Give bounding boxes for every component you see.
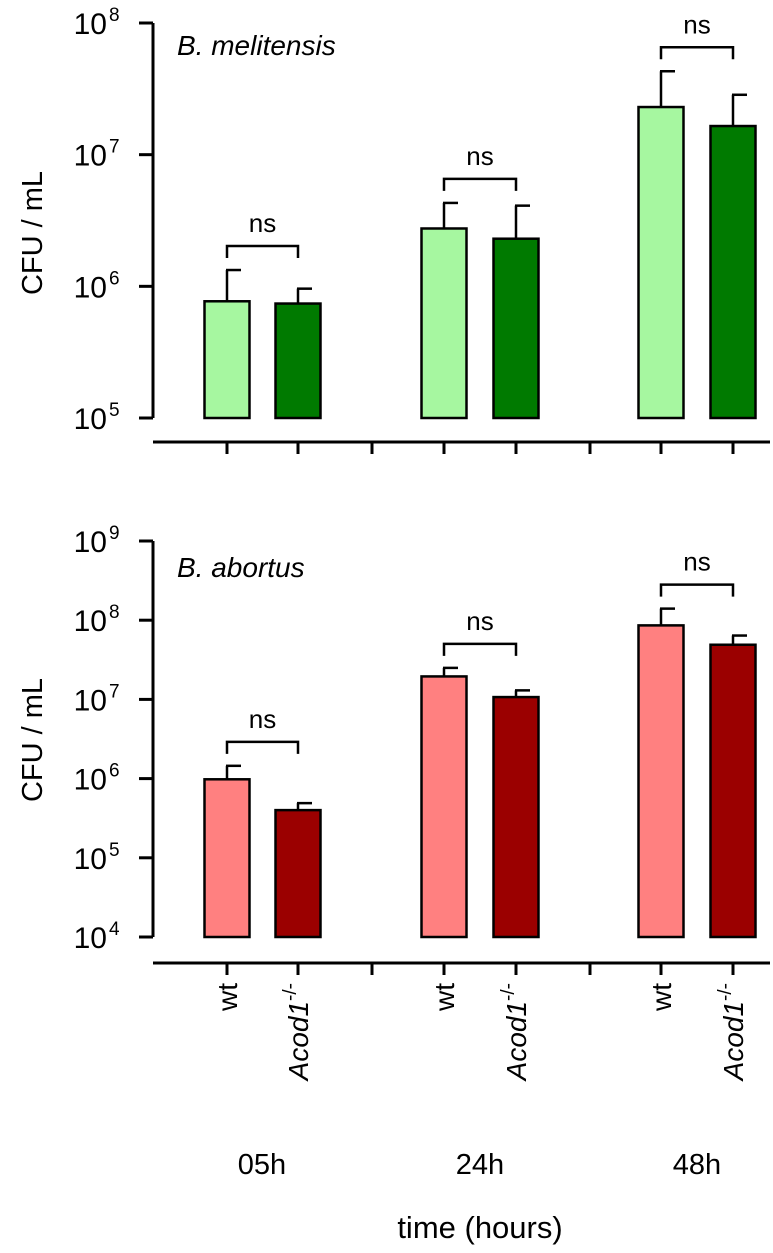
- panel-title: B. melitensis: [177, 30, 336, 61]
- y-tick-label: 10: [74, 764, 107, 797]
- y-axis-title: CFU / mL: [17, 171, 49, 295]
- y-tick-exponent: 4: [109, 919, 120, 940]
- y-tick-exponent: 9: [109, 523, 120, 544]
- y-tick-label: 10: [74, 271, 107, 304]
- bar-05h-wt: [203, 778, 251, 939]
- category-label: Acod1-/-: [715, 983, 749, 1082]
- y-tick-exponent: 6: [109, 268, 120, 289]
- y-tick-label: 10: [74, 843, 107, 876]
- bar-48h-acod1: [709, 643, 757, 939]
- significance-label: ns: [466, 141, 493, 171]
- bar-48h-acod1: [709, 124, 757, 420]
- bar-24h-wt: [420, 227, 468, 420]
- y-tick-exponent: 7: [109, 681, 120, 702]
- bar-48h-wt: [637, 105, 685, 420]
- bar-24h-acod1: [492, 695, 540, 939]
- bar-05h-acod1: [274, 302, 322, 420]
- y-tick-label: 10: [74, 526, 107, 559]
- y-tick-label: 10: [74, 684, 107, 717]
- y-tick-exponent: 6: [109, 761, 120, 782]
- y-tick-label: 10: [74, 8, 107, 41]
- y-axis-title: CFU / mL: [17, 678, 49, 802]
- significance-bracket: [659, 46, 735, 60]
- y-tick-label: 10: [74, 605, 107, 638]
- bar-05h-wt: [203, 300, 251, 420]
- y-tick-exponent: 8: [109, 5, 120, 26]
- significance-bracket: [659, 583, 735, 597]
- panel-title: B. abortus: [177, 552, 305, 583]
- bar-24h-acod1: [492, 237, 540, 420]
- bar-24h-wt: [420, 675, 468, 939]
- x-axis-title: time (hours): [397, 1210, 562, 1245]
- y-tick-exponent: 7: [109, 137, 120, 158]
- significance-bracket: [225, 740, 300, 754]
- category-label: Acod1-/-: [498, 983, 532, 1082]
- y-tick-label: 10: [74, 403, 107, 436]
- y-tick-label: 10: [74, 922, 107, 955]
- time-point-label: 05h: [238, 1149, 286, 1181]
- significance-label: ns: [683, 547, 710, 577]
- y-tick-exponent: 5: [109, 840, 120, 861]
- significance-label: ns: [466, 606, 493, 636]
- time-point-label: 48h: [673, 1149, 721, 1181]
- bar-05h-acod1: [274, 808, 322, 939]
- significance-bracket: [225, 244, 300, 259]
- significance-label: ns: [249, 208, 276, 238]
- category-label: wt: [429, 983, 460, 1012]
- time-point-label: 24h: [456, 1149, 504, 1181]
- category-label: wt: [212, 983, 243, 1012]
- category-label: wt: [646, 983, 677, 1012]
- significance-bracket: [442, 177, 518, 191]
- category-label: Acod1-/-: [280, 983, 314, 1082]
- y-tick-exponent: 8: [109, 602, 120, 623]
- significance-label: ns: [683, 9, 710, 39]
- y-tick-exponent: 5: [109, 400, 120, 421]
- significance-label: ns: [249, 704, 276, 734]
- bar-48h-wt: [637, 624, 685, 939]
- significance-bracket: [442, 642, 518, 656]
- y-tick-label: 10: [74, 140, 107, 173]
